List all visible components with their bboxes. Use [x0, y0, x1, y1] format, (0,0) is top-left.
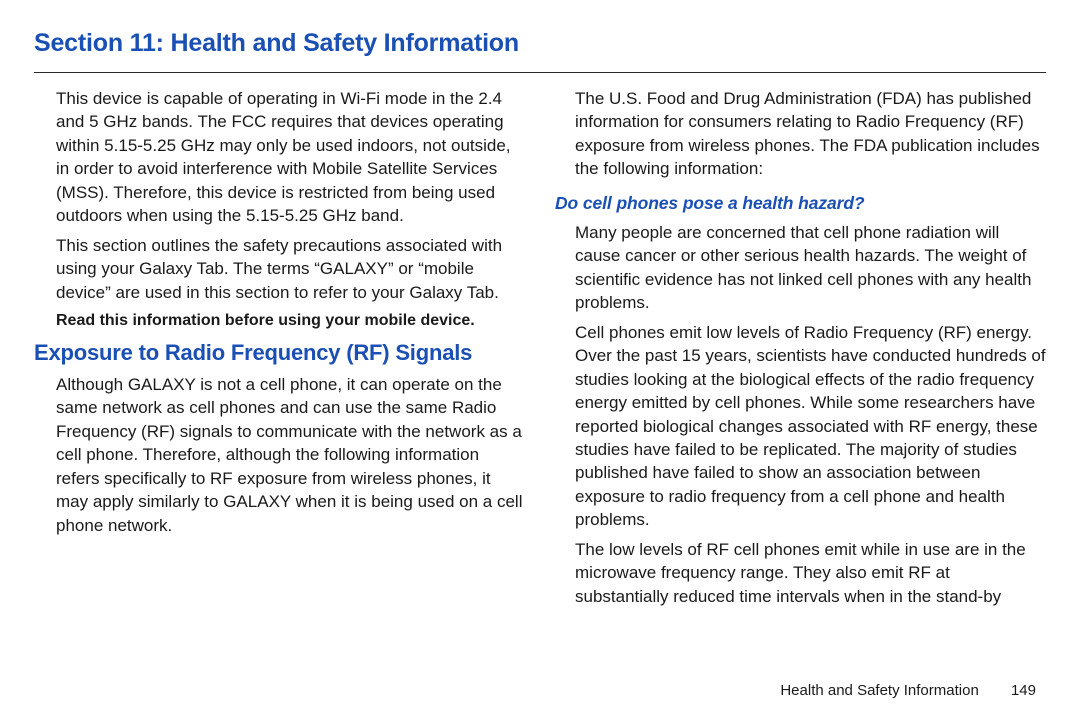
section-title: Section 11: Health and Safety Informatio… [34, 29, 1046, 58]
footer-label: Health and Safety Information [780, 682, 978, 699]
body-paragraph: The U.S. Food and Drug Administration (F… [553, 87, 1046, 181]
right-column: The U.S. Food and Drug Administration (F… [553, 87, 1046, 614]
bold-note: Read this information before using your … [34, 310, 527, 332]
page-number: 149 [1011, 682, 1036, 699]
body-paragraph: Although GALAXY is not a cell phone, it … [34, 373, 527, 537]
body-paragraph: This device is capable of operating in W… [34, 87, 527, 228]
left-column: This device is capable of operating in W… [34, 87, 527, 614]
subsection-heading: Exposure to Radio Frequency (RF) Signals [34, 340, 527, 367]
horizontal-rule [34, 72, 1046, 73]
page-footer: Health and Safety Information 149 [780, 682, 1036, 699]
manual-page: Section 11: Health and Safety Informatio… [0, 0, 1080, 720]
body-paragraph: The low levels of RF cell phones emit wh… [553, 538, 1046, 608]
two-column-layout: This device is capable of operating in W… [34, 87, 1046, 614]
body-paragraph: This section outlines the safety precaut… [34, 234, 527, 304]
body-paragraph: Many people are concerned that cell phon… [553, 221, 1046, 315]
sub-subsection-heading: Do cell phones pose a health hazard? [553, 191, 1046, 215]
body-paragraph: Cell phones emit low levels of Radio Fre… [553, 321, 1046, 532]
